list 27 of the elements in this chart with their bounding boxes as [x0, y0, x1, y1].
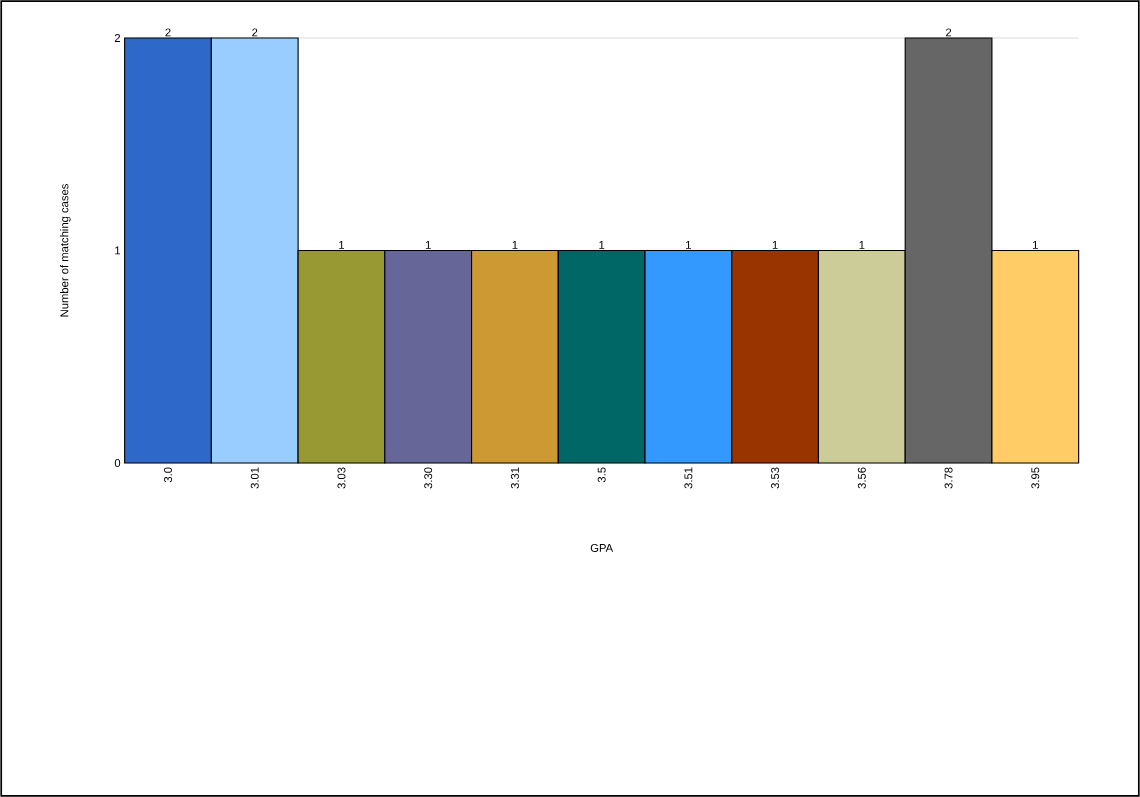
data-label: 1	[1033, 241, 1038, 249]
data-label: 1	[772, 241, 778, 249]
data-label: 1	[339, 241, 345, 249]
x-tick-label: 3.51	[684, 467, 693, 489]
data-label: 2	[165, 28, 171, 37]
y-tick-label: 2	[114, 34, 121, 42]
x-tick-label: 3.95	[1031, 467, 1040, 489]
y-axis-title: Number of matching cases	[60, 184, 71, 317]
data-label: 1	[599, 241, 605, 249]
x-tick-label: 3.03	[337, 467, 346, 489]
x-axis-title: GPA	[590, 544, 614, 552]
x-tick-label: 3.01	[250, 467, 259, 489]
y-tick-label: 0	[114, 459, 121, 467]
x-tick-label: 3.30	[424, 467, 433, 489]
x-tick-label: 3.5	[597, 467, 606, 483]
x-tick-label: 3.31	[510, 467, 519, 489]
data-label: 1	[859, 241, 865, 249]
data-label: 2	[252, 28, 258, 37]
x-tick-label: 3.56	[857, 467, 866, 489]
data-label: 1	[425, 241, 431, 249]
x-tick-label: 3.0	[164, 467, 172, 483]
data-label: 2	[946, 28, 952, 37]
x-tick-label: 3.78	[944, 467, 953, 489]
data-label: 1	[512, 241, 518, 249]
data-label: 1	[686, 241, 691, 249]
x-tick-label: 3.53	[771, 467, 780, 489]
y-tick-label: 1	[115, 246, 121, 255]
